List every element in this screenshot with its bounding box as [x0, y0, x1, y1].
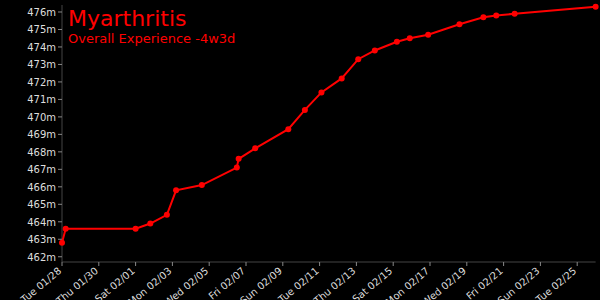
- x-tick: [356, 262, 357, 266]
- point: [425, 32, 431, 38]
- point: [133, 226, 139, 232]
- y-tick: [58, 64, 62, 65]
- y-tick-label: 465m: [27, 199, 56, 210]
- y-tick-label: 466m: [27, 182, 56, 193]
- point: [318, 89, 324, 95]
- y-tick: [58, 46, 62, 47]
- x-axis-line: [62, 262, 596, 263]
- x-tick: [319, 262, 320, 266]
- point: [199, 182, 205, 188]
- point: [164, 212, 170, 218]
- y-tick: [58, 134, 62, 135]
- point: [593, 4, 599, 10]
- y-tick: [58, 239, 62, 240]
- x-tick: [540, 262, 541, 266]
- y-tick-label: 476m: [27, 7, 56, 18]
- y-tick-label: 462m: [27, 252, 56, 263]
- point: [493, 12, 499, 18]
- y-tick: [58, 151, 62, 152]
- x-tick: [209, 262, 210, 266]
- y-tick-label: 464m: [27, 217, 56, 228]
- point: [147, 221, 153, 227]
- subtitle: Overall Experience -4w3d: [68, 31, 235, 46]
- point: [63, 226, 69, 232]
- point: [512, 11, 518, 17]
- plot-area: [59, 4, 599, 246]
- y-tick-label: 463m: [27, 234, 56, 245]
- x-tick-label: Mon 02/03: [126, 265, 174, 300]
- point: [173, 187, 179, 193]
- y-tick-label: 471m: [27, 94, 56, 105]
- y-tick-label: 474m: [27, 42, 56, 53]
- x-tick-label: Tue 02/25: [533, 265, 578, 300]
- y-tick-label: 473m: [27, 59, 56, 70]
- y-tick-label: 475m: [27, 24, 56, 35]
- y-tick: [58, 81, 62, 82]
- point: [372, 47, 378, 53]
- point: [302, 107, 308, 113]
- point: [236, 156, 242, 162]
- point: [456, 21, 462, 27]
- point: [394, 39, 400, 45]
- x-tick-label: Wed 02/05: [162, 265, 210, 300]
- point: [407, 35, 413, 41]
- point: [355, 56, 361, 62]
- x-tick: [393, 262, 394, 266]
- y-tick-label: 468m: [27, 147, 56, 158]
- y-axis-line: [62, 5, 63, 262]
- point: [59, 240, 65, 246]
- y-tick: [58, 204, 62, 205]
- point: [252, 145, 258, 151]
- point: [234, 165, 240, 171]
- y-tick: [58, 11, 62, 12]
- background: [0, 0, 600, 300]
- x-tick: [503, 262, 504, 266]
- x-tick-label: Mon 02/17: [384, 265, 432, 300]
- y-tick-label: 472m: [27, 77, 56, 88]
- y-tick: [58, 29, 62, 30]
- point: [339, 75, 345, 81]
- x-tick: [246, 262, 247, 266]
- x-tick: [282, 262, 283, 266]
- y-tick: [58, 169, 62, 170]
- y-tick: [58, 221, 62, 222]
- x-tick: [135, 262, 136, 266]
- x-tick: [62, 262, 63, 266]
- x-tick: [577, 262, 578, 266]
- x-tick-label: Wed 02/19: [420, 265, 468, 300]
- y-tick-label: 470m: [27, 112, 56, 123]
- x-tick: [172, 262, 173, 266]
- chart: 462m 463m 464m 465m 466m 467m 468m 469m 470m 471m…: [0, 0, 600, 300]
- title: Myarthritis: [68, 6, 186, 31]
- x-tick: [98, 262, 99, 266]
- y-tick-label: 469m: [27, 129, 56, 140]
- x-tick: [466, 262, 467, 266]
- y-tick: [58, 186, 62, 187]
- y-tick-label: 467m: [27, 164, 56, 175]
- line: [62, 7, 596, 243]
- y-tick: [58, 256, 62, 257]
- x-tick: [430, 262, 431, 266]
- y-tick: [58, 116, 62, 117]
- point: [285, 126, 291, 132]
- point: [480, 14, 486, 20]
- y-tick: [58, 99, 62, 100]
